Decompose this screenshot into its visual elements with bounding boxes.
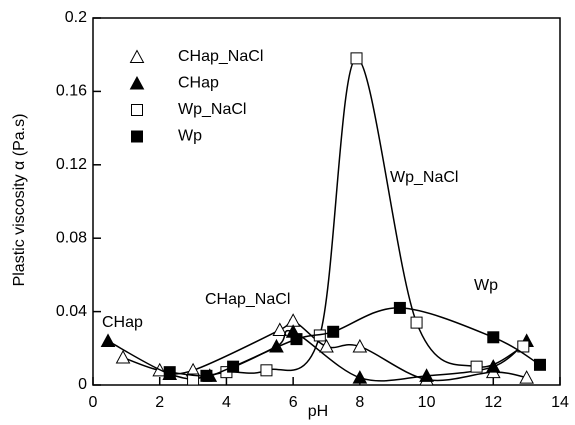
marker bbox=[519, 370, 534, 384]
annotation: CHap_NaCl bbox=[205, 291, 290, 308]
marker bbox=[115, 349, 131, 364]
y-axis-label: Plastic viscosity α (Pa.s) bbox=[11, 114, 28, 287]
marker bbox=[410, 316, 423, 329]
marker bbox=[393, 301, 406, 314]
marker bbox=[352, 338, 368, 353]
legend-marker bbox=[129, 49, 145, 63]
marker bbox=[260, 364, 273, 377]
x-tick-label: 14 bbox=[551, 394, 569, 411]
marker bbox=[200, 369, 213, 382]
annotation: CHap bbox=[102, 314, 143, 331]
marker bbox=[419, 368, 434, 382]
legend-marker bbox=[129, 75, 145, 90]
y-tick-label: 0 bbox=[78, 376, 87, 393]
legend-marker bbox=[131, 130, 143, 143]
marker bbox=[163, 366, 176, 379]
y-tick-label: 0.2 bbox=[65, 9, 87, 26]
plot-frame bbox=[92, 17, 561, 386]
marker bbox=[227, 360, 240, 373]
marker bbox=[517, 340, 530, 353]
y-tick-label: 0.12 bbox=[56, 156, 87, 173]
y-tick-label: 0.04 bbox=[56, 303, 87, 320]
series-line bbox=[192, 57, 524, 381]
marker bbox=[352, 370, 368, 384]
marker bbox=[187, 373, 200, 386]
annotation: Wp bbox=[474, 277, 498, 294]
y-tick-label: 0.08 bbox=[56, 229, 87, 246]
marker bbox=[350, 52, 363, 65]
marker bbox=[470, 360, 483, 373]
x-axis-label: pH bbox=[308, 403, 328, 420]
x-tick-label: 4 bbox=[222, 394, 231, 411]
x-tick-label: 12 bbox=[484, 394, 502, 411]
x-tick-label: 0 bbox=[89, 394, 98, 411]
marker bbox=[100, 333, 116, 347]
y-tick-label: 0.16 bbox=[56, 83, 87, 100]
x-tick-label: 6 bbox=[289, 394, 298, 411]
x-tick-label: 2 bbox=[155, 394, 164, 411]
legend-marker bbox=[131, 104, 143, 116]
legend-label: Wp bbox=[178, 128, 202, 145]
marker bbox=[272, 322, 288, 336]
marker bbox=[533, 358, 546, 371]
legend-label: Wp_NaCl bbox=[178, 101, 246, 118]
legend-label: CHap_NaCl bbox=[178, 48, 263, 65]
marker bbox=[327, 325, 340, 338]
marker bbox=[487, 331, 500, 344]
legend-label: CHap bbox=[178, 75, 219, 92]
marker bbox=[319, 338, 334, 353]
annotation: Wp_NaCl bbox=[390, 169, 458, 186]
x-tick-label: 10 bbox=[418, 394, 436, 411]
marker bbox=[290, 333, 303, 346]
x-tick-label: 8 bbox=[355, 394, 364, 411]
series-line bbox=[169, 307, 541, 377]
